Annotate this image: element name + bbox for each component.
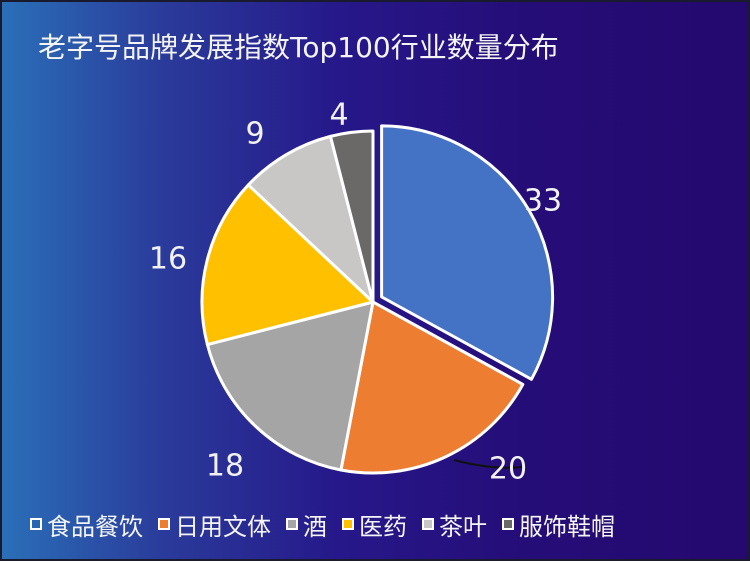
pie-slice-6 <box>328 129 375 304</box>
legend-item-4: 医药 <box>342 507 407 542</box>
pie-slice-5 <box>246 134 375 304</box>
chart-title: 老字号品牌发展指数Top100行业数量分布 <box>38 31 559 64</box>
legend-label: 茶叶 <box>439 512 487 541</box>
legend-item-3: 酒 <box>286 507 327 542</box>
legend-swatch <box>158 518 170 530</box>
legend-swatch <box>342 518 354 530</box>
legend-item-2: 日用文体 <box>158 507 271 542</box>
data-label-1: 33 <box>524 184 562 219</box>
pie-slice-3 <box>205 300 375 472</box>
pie-slice-1 <box>380 124 555 381</box>
legend-swatch <box>286 518 298 530</box>
legend-swatch <box>422 518 434 530</box>
legend-item-1: 食品餐饮 <box>30 507 143 542</box>
legend-label: 酒 <box>303 512 327 541</box>
data-label-4: 16 <box>149 242 187 277</box>
legend-label: 食品餐饮 <box>47 512 143 541</box>
legend-label: 日用文体 <box>175 512 271 541</box>
data-label-6: 4 <box>329 98 348 133</box>
legend-swatch <box>502 518 514 530</box>
pie-slice-4 <box>200 183 375 347</box>
leader-line-20 <box>453 459 523 469</box>
legend-item-6: 服饰鞋帽 <box>502 507 615 542</box>
data-label-2: 20 <box>489 452 527 487</box>
legend-item-5: 茶叶 <box>422 507 487 542</box>
pie-slice-2 <box>339 300 525 475</box>
legend: 食品餐饮 日用文体 酒 医药 茶叶 服饰鞋帽 <box>30 506 630 542</box>
legend-swatch <box>30 518 42 530</box>
legend-label: 医药 <box>359 512 407 541</box>
data-label-5: 9 <box>245 117 264 152</box>
data-label-3: 18 <box>206 449 244 484</box>
legend-label: 服饰鞋帽 <box>519 512 615 541</box>
